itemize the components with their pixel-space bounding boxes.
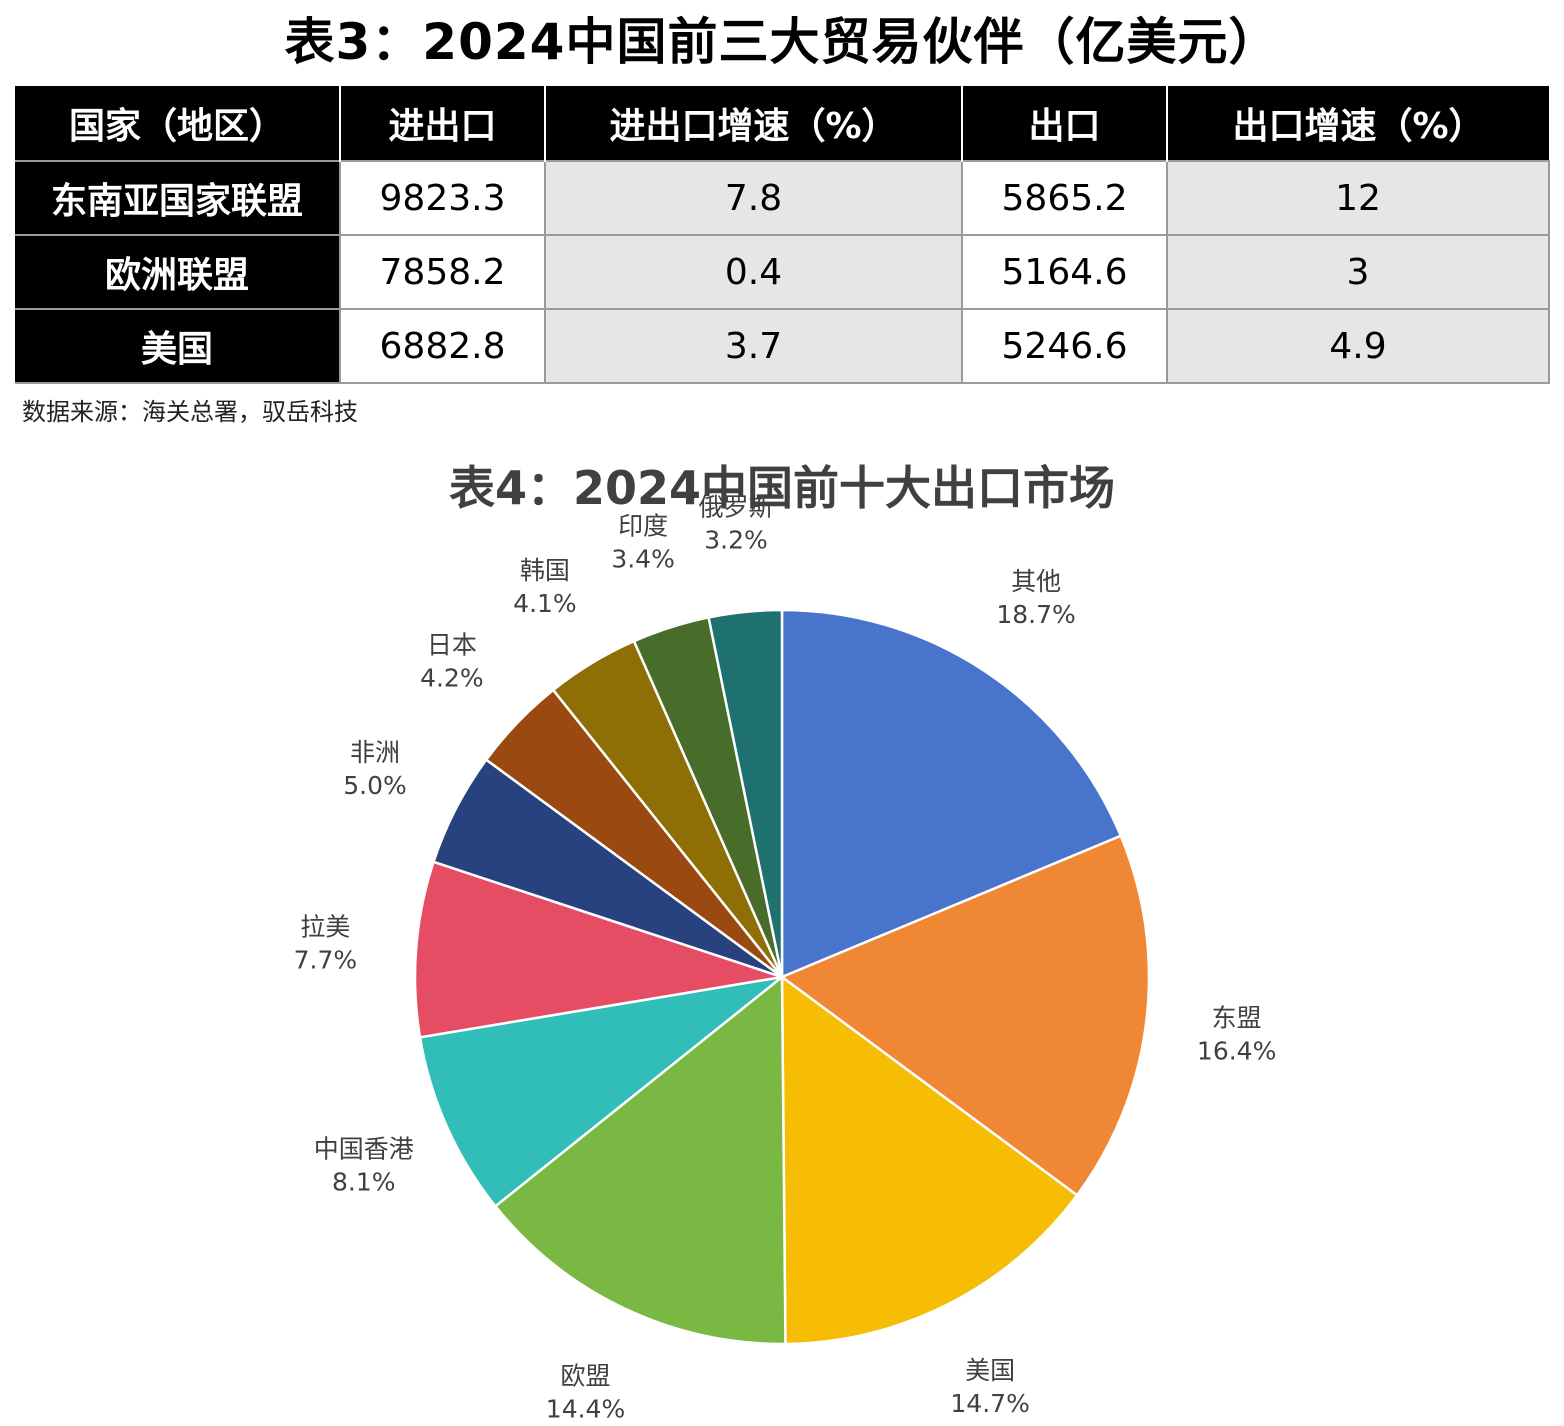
slice-name-label: 中国香港 [314,1135,414,1164]
header-export-growth: 出口增速（%） [1167,86,1549,161]
row-country: 美国 [15,308,341,384]
slice-value-label: 3.2% [704,525,768,554]
table-row: 东南亚国家联盟 9823.3 7.8 5865.2 12 [15,160,1550,236]
slice-name-label: 韩国 [520,556,570,585]
slice-value-label: 5.0% [343,771,407,800]
slice-value-label: 4.2% [420,664,484,693]
pie-slice-1 [779,834,1151,1197]
cell-trade-growth: 3.7 [544,308,963,384]
cell-trade-growth: 0.4 [544,234,963,310]
table-row: 欧洲联盟 7858.2 0.4 5164.6 3 [15,234,1550,310]
pie-slice-10 [707,608,784,978]
slice-name-label: 拉美 [300,913,350,942]
slice-name-label: 非洲 [350,738,400,767]
table3-title: 表3：2024中国前三大贸易伙伴（亿美元） [284,13,1280,71]
slice-value-label: 16.4% [1197,1036,1276,1065]
table-header-row: 国家（地区） 进出口 进出口增速（%） 出口 出口增速（%） [15,86,1549,161]
slice-name-label: 其他 [1011,567,1061,596]
cell-export: 5164.6 [961,234,1168,310]
cell-trade: 6882.8 [339,308,546,384]
header-country: 国家（地区） [15,86,341,161]
slice-value-label: 8.1% [332,1168,396,1197]
slice-value-label: 18.7% [996,600,1075,629]
slice-name-label: 印度 [618,512,668,541]
cell-export-growth: 3 [1166,234,1550,310]
slice-value-label: 7.7% [294,946,358,975]
slice-value-label: 3.4% [611,545,675,574]
slice-name-label: 东盟 [1212,1003,1262,1032]
slice-name-label: 日本 [427,631,477,660]
row-country: 欧洲联盟 [15,234,341,310]
header-trade-growth: 进出口增速（%） [545,86,963,161]
trade-partner-table: 国家（地区） 进出口 进出口增速（%） 出口 出口增速（%） 东南亚国家联盟 9… [15,86,1550,384]
header-export: 出口 [962,86,1168,161]
slice-name-label: 俄罗斯 [698,492,773,521]
cell-trade: 9823.3 [339,160,546,236]
slice-value-label: 14.4% [546,1395,625,1424]
table-row: 美国 6882.8 3.7 5246.6 4.9 [15,308,1550,384]
pie-slice-4 [418,974,787,1208]
slice-value-label: 4.1% [513,589,577,618]
slice-name-label: 美国 [965,1356,1015,1385]
cell-export: 5865.2 [961,160,1168,236]
data-source-note: 数据来源：海关总署，驭岳科技 [22,398,358,426]
pie-slice-2 [780,974,1079,1346]
cell-trade-growth: 7.8 [544,160,963,236]
row-country: 东南亚国家联盟 [15,160,341,236]
header-trade: 进出口 [340,86,546,161]
chart-title: 表4：2024中国前十大出口市场 [448,461,1116,515]
slice-name-label: 欧盟 [561,1362,611,1391]
pie-slice-0 [780,608,1123,979]
cell-export: 5246.6 [961,308,1168,384]
cell-export-growth: 12 [1166,160,1550,236]
pie-slice-3 [493,974,787,1346]
pie-slice-5 [413,860,783,1039]
slice-value-label: 14.7% [950,1389,1029,1418]
cell-trade: 7858.2 [339,234,546,310]
cell-export-growth: 4.9 [1166,308,1550,384]
